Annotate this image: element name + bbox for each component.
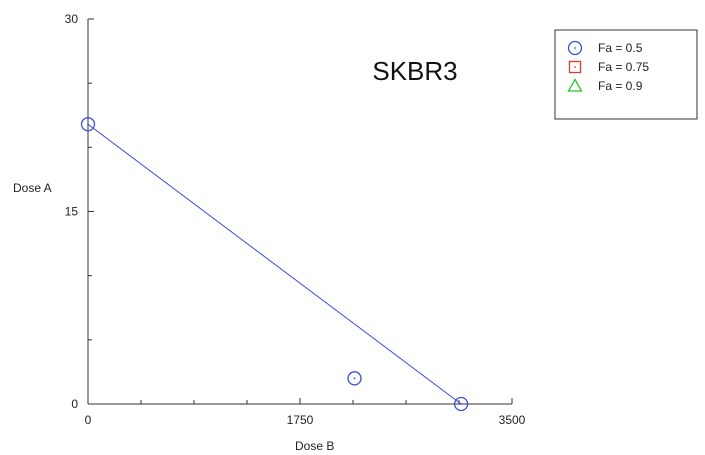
isobologram-line (87, 123, 462, 405)
legend-marker-center (574, 66, 576, 68)
series-points (80, 117, 469, 412)
x-tick-label: 1750 (287, 413, 314, 427)
data-point-center (460, 403, 463, 405)
legend: Fa = 0.5 Fa = 0.75 Fa = 0.9 (554, 29, 698, 120)
legend-label: Fa = 0.75 (598, 60, 649, 74)
tick-labels: 0 1750 3500 0 15 30 (65, 12, 526, 427)
x-axis-title: Dose B (295, 439, 334, 453)
legend-label: Fa = 0.5 (598, 41, 643, 55)
y-tick-label: 15 (65, 205, 79, 219)
x-tick-label: 3500 (499, 413, 526, 427)
data-point (80, 117, 96, 132)
y-axis-title: Dose A (13, 181, 52, 195)
ticks (87, 18, 513, 405)
data-point (453, 396, 469, 412)
data-point-center (87, 123, 89, 126)
legend-box (554, 29, 698, 120)
legend-items: Fa = 0.5 Fa = 0.75 Fa = 0.9 (567, 40, 649, 93)
chart-title: SKBR3 (372, 56, 457, 86)
data-point-center (353, 377, 356, 380)
legend-marker (567, 78, 583, 92)
legend-marker-center (574, 47, 576, 49)
x-tick-label: 0 (85, 413, 92, 427)
y-tick-label: 0 (71, 397, 78, 411)
data-point (347, 371, 362, 386)
series-lines (87, 123, 462, 405)
legend-marker (568, 60, 582, 74)
legend-marker (567, 40, 583, 56)
y-tick-label: 30 (65, 12, 79, 26)
legend-label: Fa = 0.9 (598, 79, 643, 93)
